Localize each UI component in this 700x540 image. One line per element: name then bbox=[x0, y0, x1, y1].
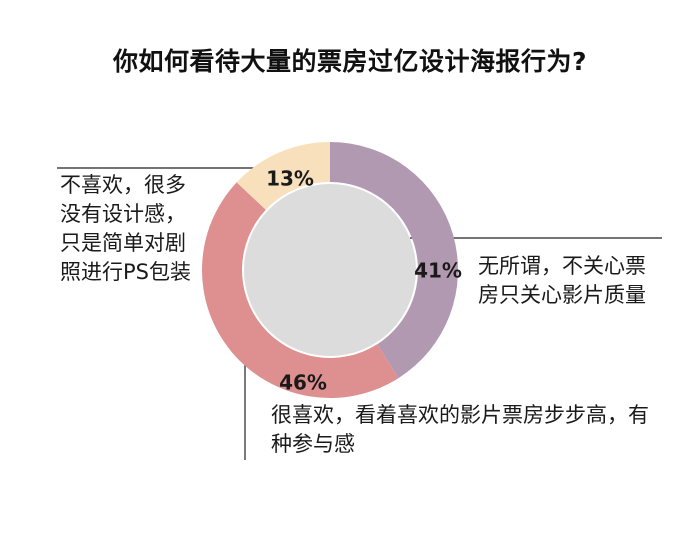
value-label-like: 46% bbox=[279, 371, 327, 395]
annotation-dislike: 不喜欢，很多没有设计感，只是简单对剧照进行PS包装 bbox=[60, 173, 191, 284]
chart-title: 你如何看待大量的票房过亿设计海报行为? bbox=[112, 47, 587, 76]
value-label-indifferent: 41% bbox=[414, 259, 462, 283]
slice-dislike bbox=[236, 142, 330, 210]
slice-like bbox=[202, 182, 399, 398]
value-label-dislike: 13% bbox=[266, 167, 314, 191]
annotation-like: 很喜欢，看着喜欢的影片票房步步高，有种参与感 bbox=[271, 403, 649, 456]
slice-indifferent bbox=[330, 142, 459, 379]
donut-center bbox=[244, 184, 416, 356]
annotation-indifferent: 无所谓，不关心票房只关心影片质量 bbox=[478, 254, 646, 307]
